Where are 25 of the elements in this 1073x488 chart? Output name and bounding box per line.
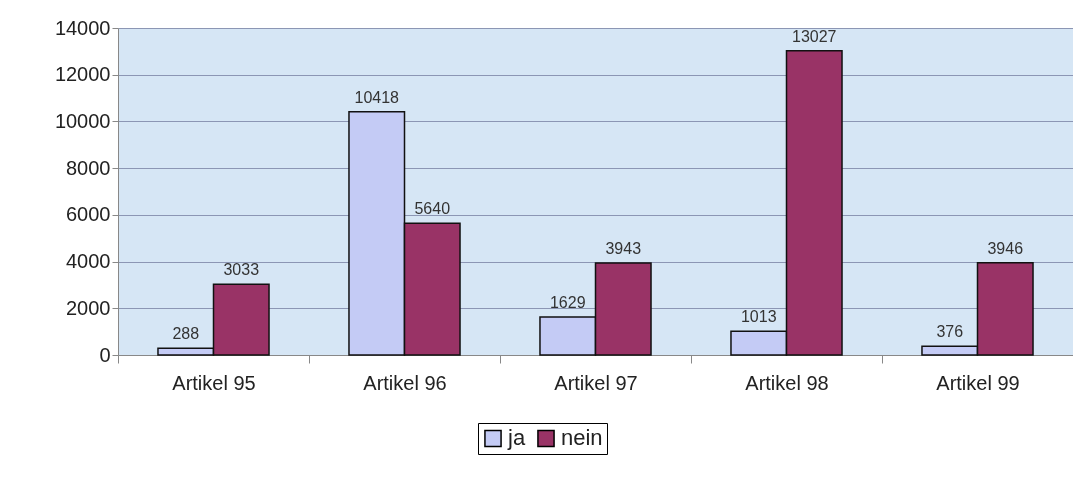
x-tick-label: Artikel 98 [745, 371, 829, 394]
x-tick-label: Artikel 95 [172, 371, 256, 394]
y-tick-label: 6000 [66, 203, 111, 226]
y-tick-label: 10000 [54, 109, 111, 132]
data-label: 3943 [605, 239, 642, 257]
data-label: 1629 [549, 293, 586, 311]
x-tick-label: Artikel 96 [363, 371, 447, 394]
x-tick-label: Artikel 97 [554, 371, 638, 394]
legend-label: ja [507, 425, 526, 451]
x-tick-label: Artikel 99 [936, 371, 1020, 394]
y-tick-label: 4000 [66, 250, 111, 273]
y-tick-label: 12000 [54, 63, 111, 86]
data-label: 376 [936, 323, 964, 341]
y-tick-label: 0 [99, 343, 111, 366]
y-tick-label: 2000 [66, 296, 111, 319]
data-label: 5640 [414, 200, 451, 218]
data-label: 1013 [740, 308, 777, 326]
data-label: 13027 [792, 27, 837, 45]
data-label: 10418 [354, 88, 400, 106]
data-label: 3946 [987, 239, 1024, 257]
data-label: 3033 [223, 261, 260, 279]
y-tick-label: 8000 [66, 156, 111, 179]
y-tick-label: 14000 [54, 16, 111, 39]
legend-label: nein [561, 425, 603, 451]
data-label: 288 [172, 325, 200, 343]
